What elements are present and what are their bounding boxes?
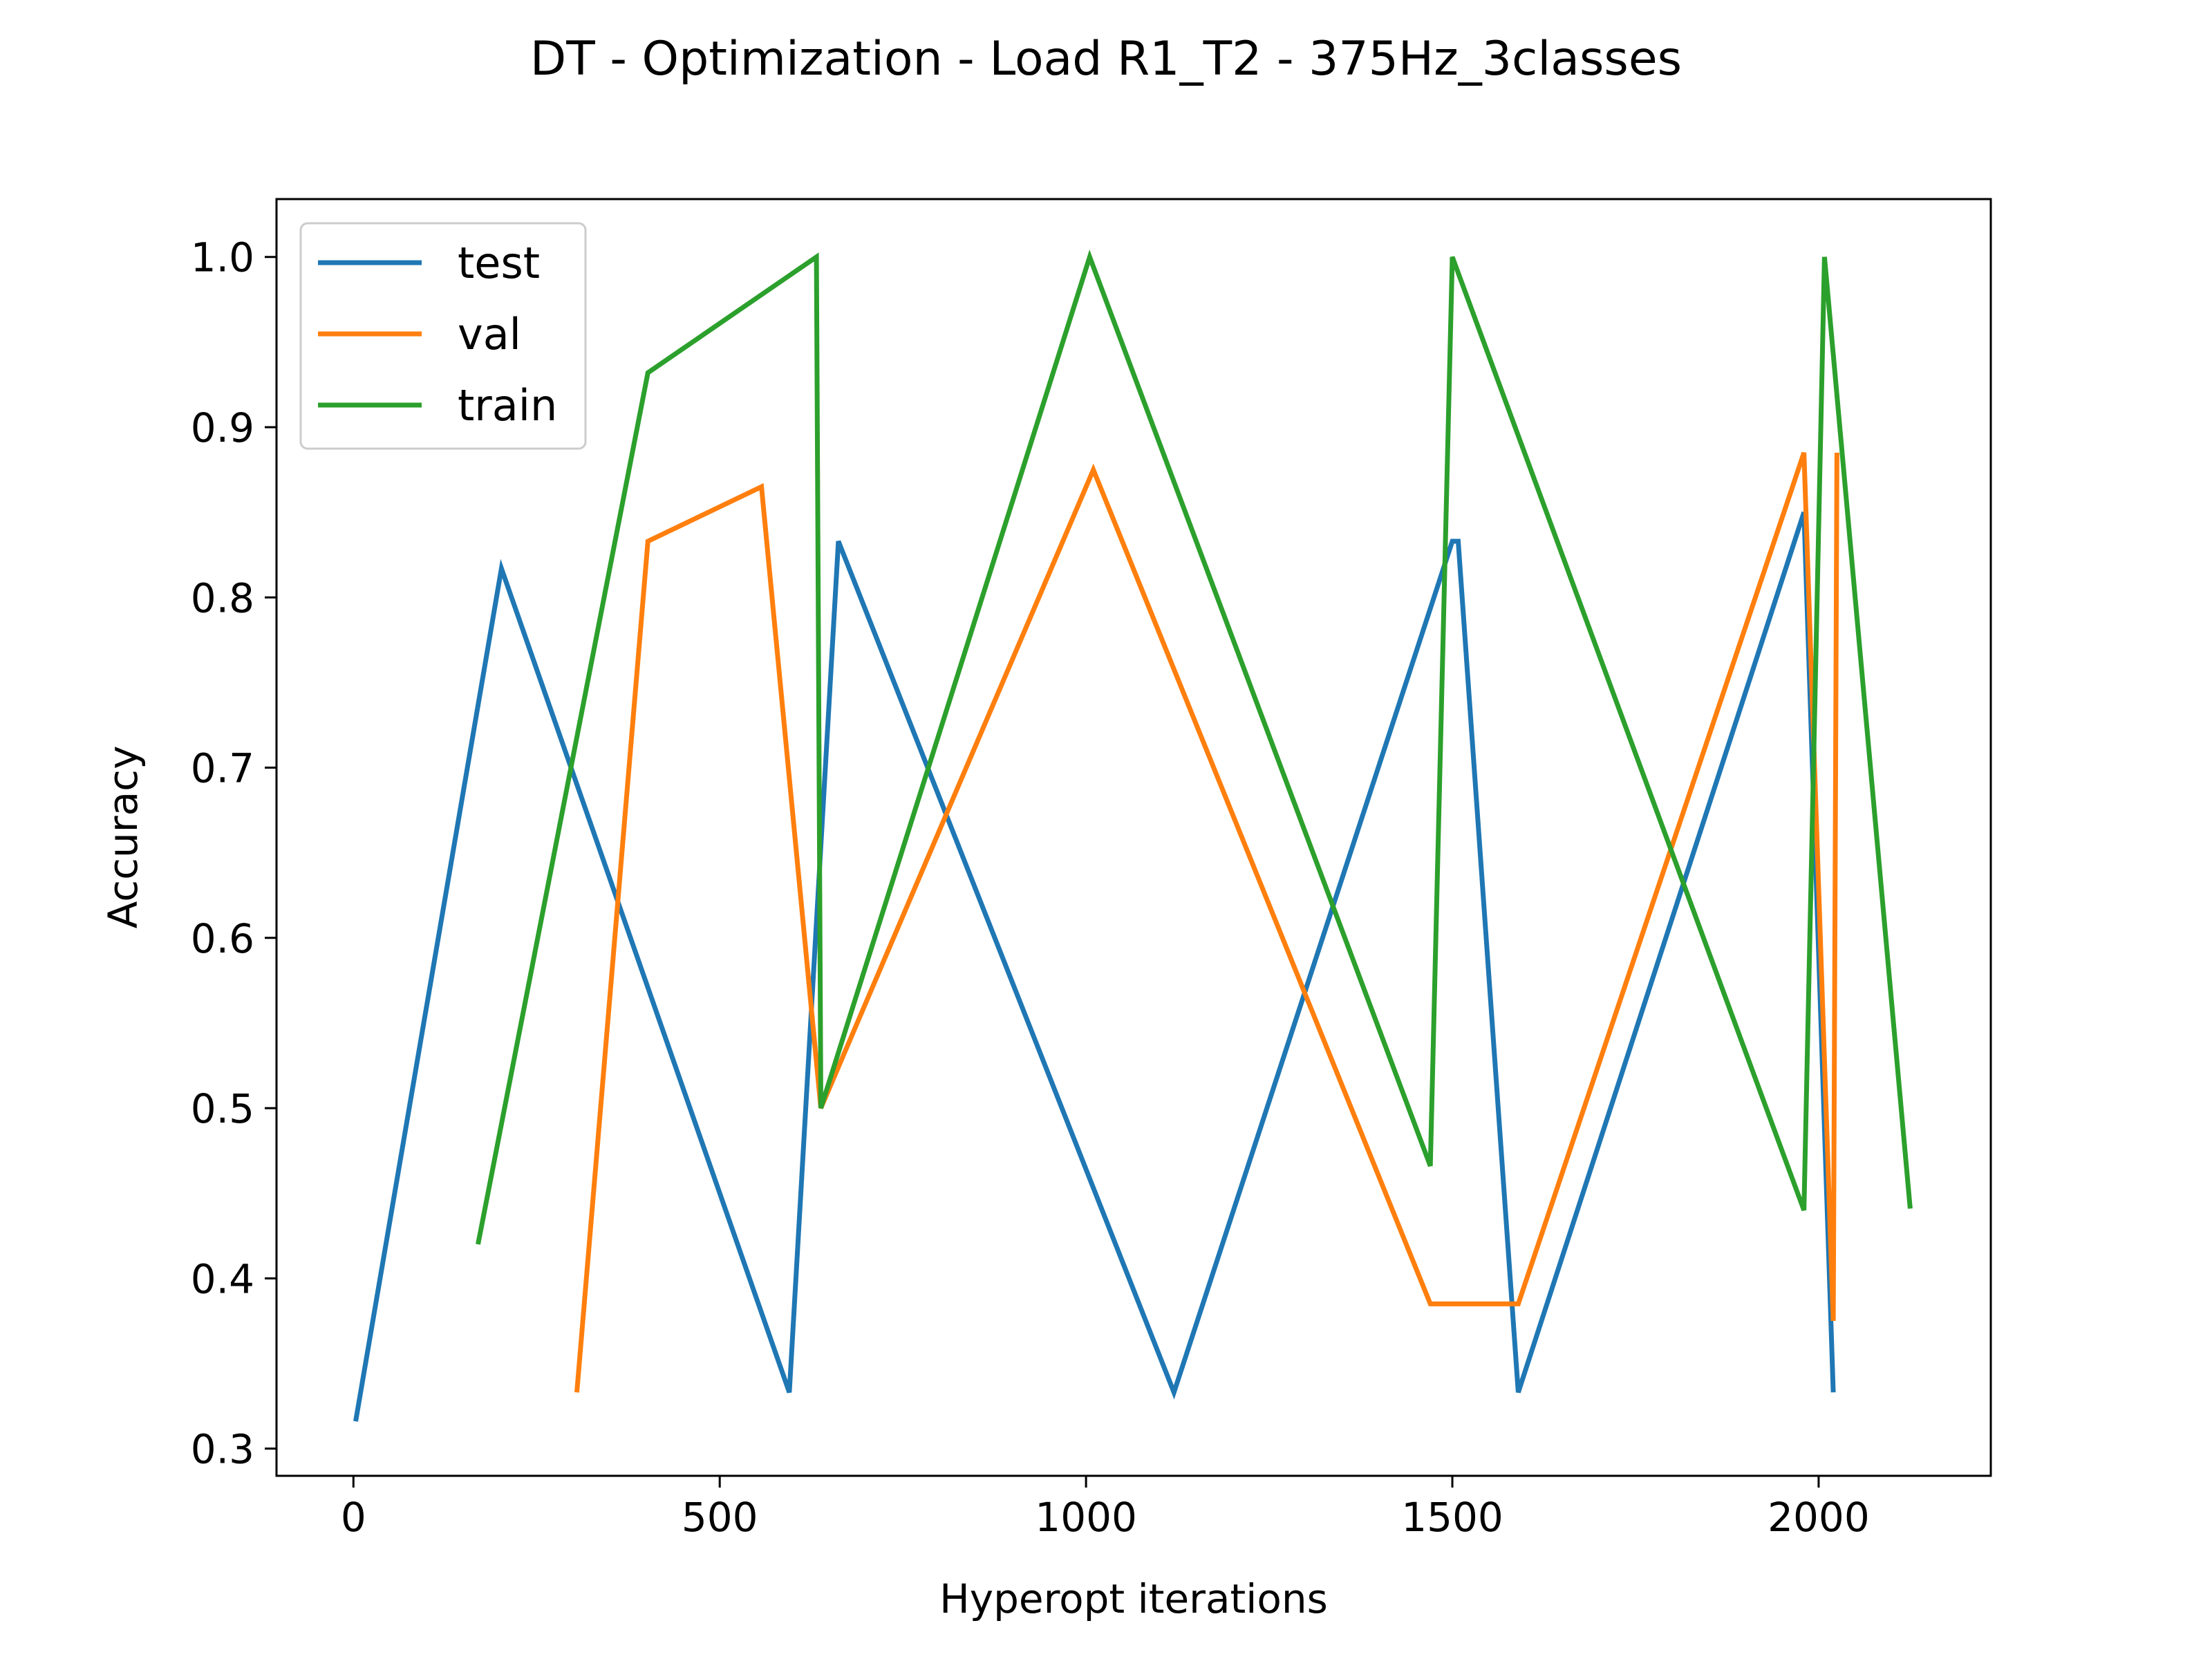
y-tick-label: 0.7: [191, 745, 254, 792]
y-tick-label: 0.6: [191, 915, 254, 962]
y-tick-label: 0.5: [191, 1085, 254, 1132]
series-line-train: [476, 249, 1913, 1245]
legend-label-test: test: [458, 238, 540, 288]
x-tick-label: 0: [341, 1494, 366, 1541]
x-axis-ticks: 0 500 1000 1500 2000: [341, 1476, 1870, 1541]
y-axis-ticks: 0.3 0.4 0.5 0.6 0.7 0.8 0.9 1.0: [191, 234, 276, 1473]
legend: test val train: [299, 222, 587, 450]
chart-title: DT - Optimization - Load R1_T2 - 375Hz_3…: [530, 32, 1682, 86]
series-layer: [353, 249, 1913, 1422]
y-tick-label: 0.3: [191, 1426, 254, 1473]
y-tick-label: 0.9: [191, 404, 254, 451]
x-tick-label: 1000: [1035, 1494, 1137, 1541]
x-tick-label: 2000: [1768, 1494, 1870, 1541]
x-tick-label: 1500: [1401, 1494, 1503, 1541]
y-axis-label: Accuracy: [100, 746, 147, 929]
x-axis-label: Hyperopt iterations: [939, 1575, 1328, 1622]
legend-items: test val train: [318, 238, 557, 431]
y-tick-label: 1.0: [191, 234, 254, 281]
legend-label-val: val: [458, 309, 521, 359]
plot-frame: [275, 198, 1992, 1477]
y-tick-label: 0.4: [191, 1255, 254, 1302]
legend-label-train: train: [458, 380, 557, 431]
legend-box: [299, 222, 587, 450]
series-line-val: [574, 451, 1839, 1393]
series-line-test: [353, 512, 1836, 1422]
y-tick-label: 0.8: [191, 574, 254, 621]
x-tick-label: 500: [682, 1494, 758, 1541]
